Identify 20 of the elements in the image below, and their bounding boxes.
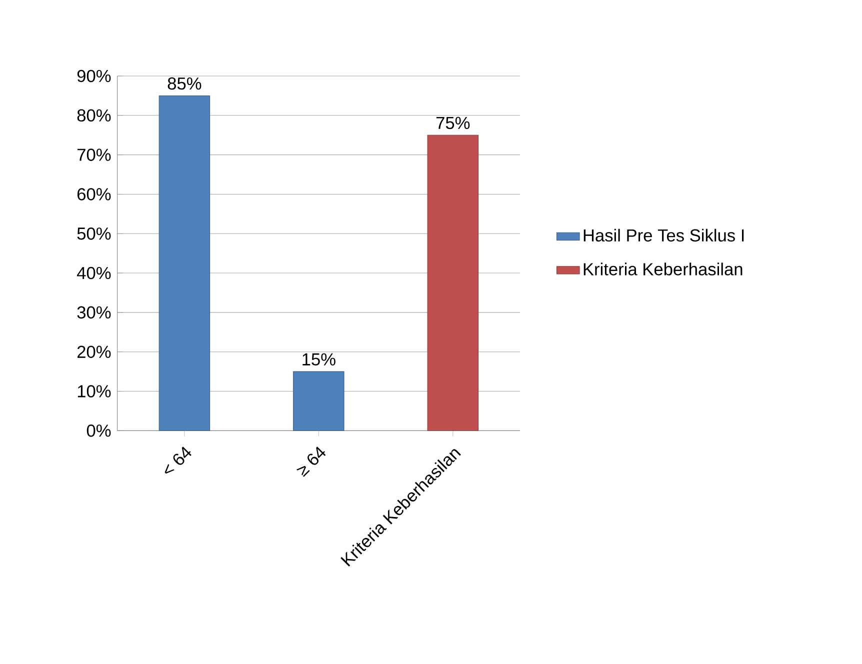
legend-label: Hasil Pre Tes Siklus I <box>584 228 744 242</box>
y-tick-label: 50% <box>77 227 111 240</box>
bar <box>293 371 344 431</box>
bar <box>427 134 478 431</box>
y-tick-label: 60% <box>77 188 111 200</box>
y-tick-label: 10% <box>78 385 111 398</box>
bar <box>158 95 210 431</box>
y-tick-label: 80% <box>77 109 111 122</box>
data-label: 75% <box>436 116 470 130</box>
x-tick-label: ≥ 64 <box>296 446 326 477</box>
y-tick-label: 20% <box>77 346 111 358</box>
legend-label: Kriteria Keberhasilan <box>584 262 742 276</box>
y-tick-label: 40% <box>77 266 111 280</box>
y-tick-label: 90% <box>77 70 111 82</box>
data-label: 15% <box>302 353 336 366</box>
data-label: 85% <box>168 77 202 90</box>
x-tick-label: < 64 <box>164 446 192 474</box>
y-tick-label: 30% <box>77 306 111 319</box>
y-tick-label: 0% <box>86 424 111 437</box>
y-tick-label: 70% <box>78 148 111 161</box>
